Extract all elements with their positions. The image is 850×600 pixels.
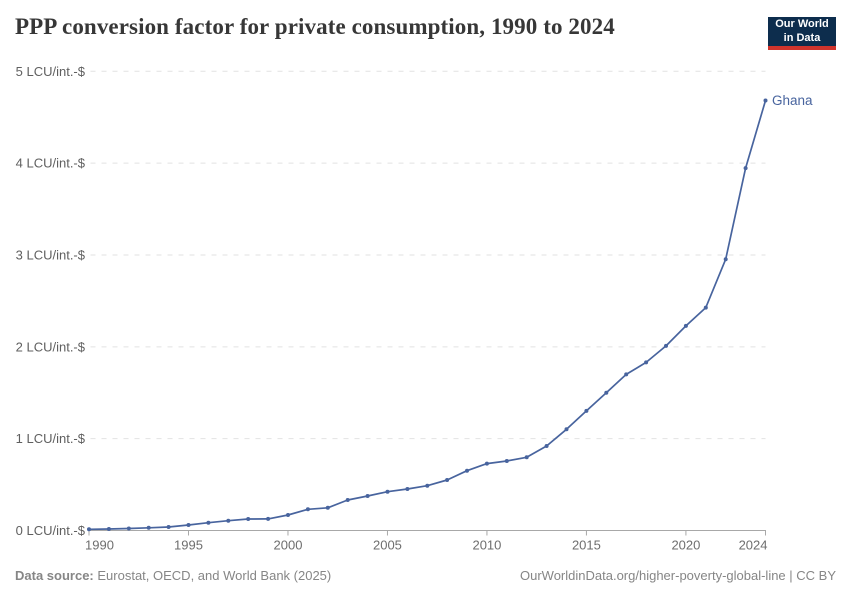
data-point (405, 487, 410, 491)
owid-logo-text: Our World in Data (768, 17, 836, 46)
data-source-label: Data source: (15, 568, 94, 583)
data-point (763, 98, 768, 103)
x-tick-label: 2000 (274, 538, 303, 553)
data-point (584, 408, 589, 413)
data-point (703, 305, 708, 310)
citation-license: OurWorldinData.org/higher-poverty-global… (520, 568, 836, 583)
data-point (345, 498, 350, 502)
y-tick-label: 3 LCU/int.-$ (16, 247, 86, 262)
data-point (425, 483, 430, 488)
data-point (146, 525, 151, 530)
data-point (106, 527, 111, 531)
y-tick-label: 2 LCU/int.-$ (16, 339, 86, 354)
data-source-value: Eurostat, OECD, and World Bank (2025) (97, 568, 332, 583)
gridlines (90, 70, 766, 440)
data-point (166, 525, 171, 529)
data-point (465, 468, 469, 473)
data-point (683, 323, 688, 328)
data-point (664, 343, 668, 348)
data-source-note: Data source: Eurostat, OECD, and World B… (15, 568, 331, 583)
data-point (87, 527, 91, 532)
data-point (564, 427, 569, 432)
data-point (484, 461, 489, 466)
data-point (604, 390, 609, 395)
data-point (743, 166, 748, 171)
data-point (305, 507, 310, 512)
data-point (206, 520, 211, 525)
owid-logo-line2: in Data (783, 31, 821, 44)
x-tick-label: 1990 (85, 538, 114, 553)
x-tick-label: 2015 (572, 538, 601, 553)
page-title: PPP conversion factor for private consum… (15, 14, 615, 39)
data-point (524, 455, 529, 460)
data-point (126, 526, 131, 531)
owid-logo-red-bar (768, 46, 836, 50)
x-tick-label: 2010 (472, 538, 501, 553)
x-tick-label: 2024 (739, 538, 768, 553)
data-point (226, 518, 231, 523)
x-tick-label: 1995 (174, 538, 203, 553)
owid-logo-line1: Our World (775, 18, 829, 31)
data-point (544, 444, 549, 448)
y-axis-labels: 0 LCU/int.-$ 1 LCU/int.-$ 2 LCU/int.-$ 3 LC… (16, 64, 86, 538)
data-point (365, 494, 370, 498)
data-point (644, 360, 649, 365)
series-line-ghana (88, 99, 767, 531)
x-axis-ticks: 1990 1995 2000 2005 2010 2015 2020 2024 (85, 530, 768, 553)
data-point (723, 257, 728, 262)
y-tick-label: 4 LCU/int.-$ (16, 156, 86, 171)
owid-logo: Our World in Data (768, 17, 836, 50)
chart-footer: Data source: Eurostat, OECD, and World B… (15, 568, 836, 583)
y-tick-label: 0 LCU/int.-$ (16, 523, 86, 538)
data-point (286, 513, 290, 517)
data-point (385, 489, 390, 494)
x-tick-label: 2005 (373, 538, 402, 553)
y-tick-label: 1 LCU/int.-$ (16, 431, 86, 446)
data-point (186, 523, 191, 527)
y-tick-label: 5 LCU/int.-$ (16, 64, 86, 79)
data-point (246, 517, 251, 521)
series-points (87, 98, 768, 532)
data-point (624, 372, 629, 377)
data-point (266, 516, 271, 521)
data-point (504, 459, 509, 463)
entity-label-ghana: Ghana (772, 93, 813, 108)
data-point (445, 478, 450, 482)
data-point (325, 505, 330, 510)
x-tick-label: 2020 (671, 538, 700, 553)
line-chart-plot: 0 LCU/int.-$ 1 LCU/int.-$ 2 LCU/int.-$ 3 LC… (16, 64, 813, 553)
